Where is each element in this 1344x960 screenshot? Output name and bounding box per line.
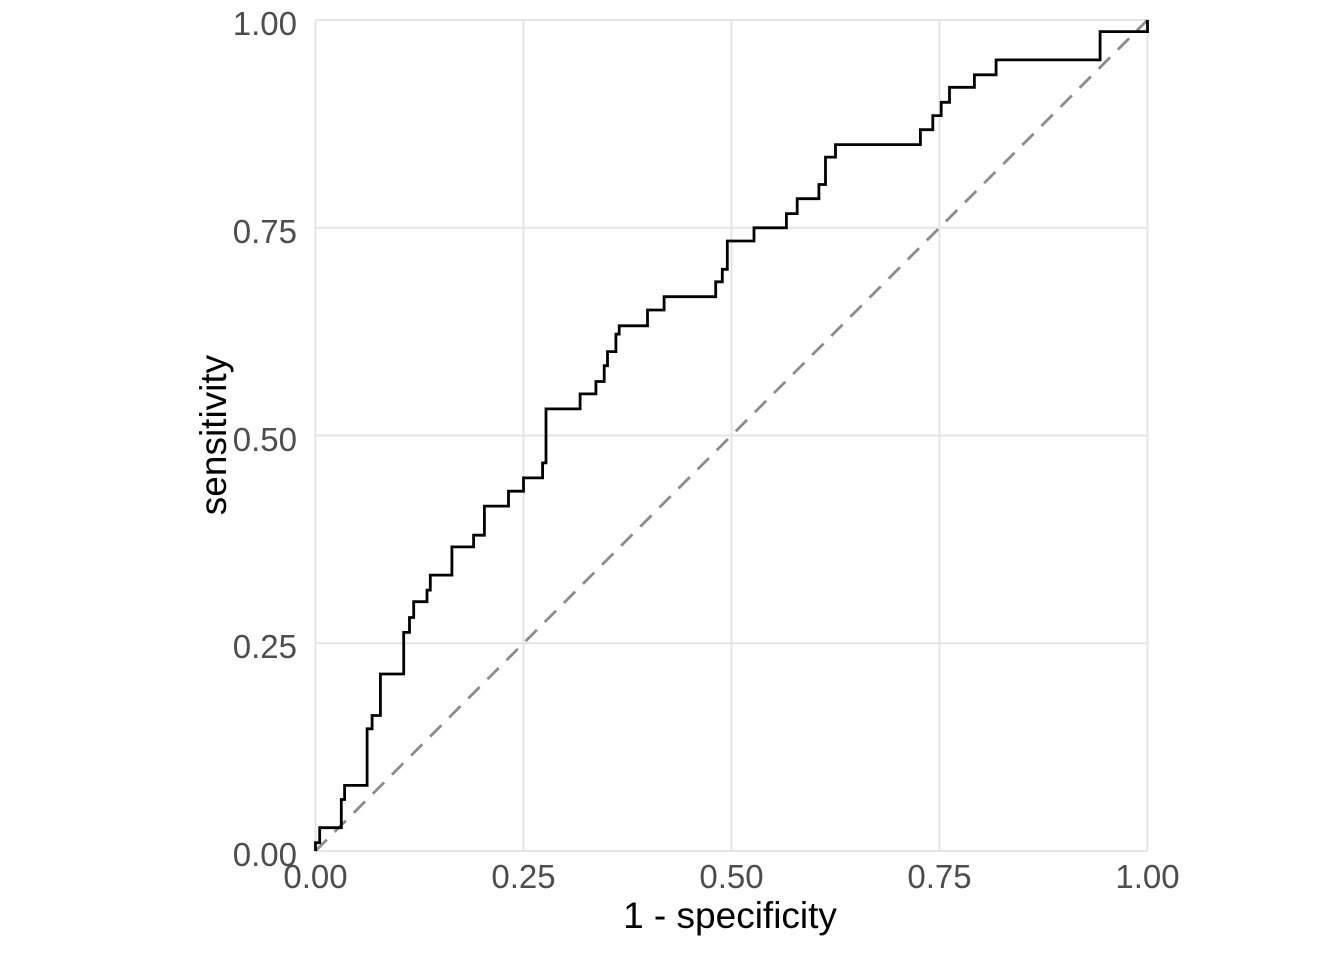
x-tick-label: 0.00: [283, 858, 348, 895]
chance-diagonal-line: [314, 19, 1149, 852]
x-axis-title: 1 - specificity: [623, 895, 837, 936]
y-tick-label: 0.00: [232, 836, 297, 873]
y-tick-label: 0.50: [232, 420, 297, 458]
y-tick-label: 1.00: [232, 5, 297, 42]
x-tick-label: 0.50: [699, 858, 764, 895]
x-tick-label: 0.25: [491, 858, 556, 895]
x-tick-label: 1.00: [1115, 858, 1180, 895]
y-tick-label: 0.75: [232, 212, 297, 250]
x-tick-label: 0.75: [907, 858, 972, 895]
roc-curve-line: [314, 20, 1149, 851]
y-tick-label: 0.25: [232, 628, 297, 666]
gridlines: [314, 19, 1149, 852]
y-axis-title: sensitivity: [193, 354, 234, 516]
